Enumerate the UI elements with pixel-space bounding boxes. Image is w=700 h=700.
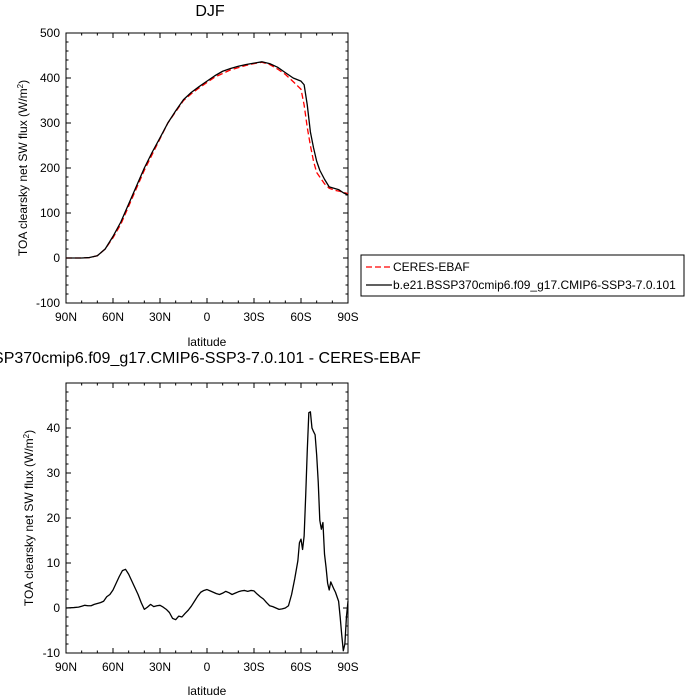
chart-bottom-plot-frame <box>65 382 349 654</box>
y-tick-label: 0 <box>53 251 60 265</box>
x-tick-label: 90S <box>337 660 358 674</box>
y-tick-label: -100 <box>36 296 60 310</box>
legend-label-model: b.e21.BSSP370cmip6.f09_g17.CMIP6-SSP3-7.… <box>393 278 676 292</box>
y-tick-label: 30 <box>47 466 61 480</box>
y-tick-label: 400 <box>40 71 60 85</box>
x-tick-label: 0 <box>204 310 211 324</box>
x-tick-label: 30N <box>149 660 171 674</box>
x-tick-label: 60S <box>290 310 311 324</box>
x-tick-label: 30N <box>149 310 171 324</box>
x-tick-label: 60N <box>102 660 124 674</box>
chart-top-plot-frame <box>65 32 349 304</box>
chart-top-y-ticks: -100 0 100 200 300 400 500 <box>36 26 348 310</box>
x-tick-label: 30S <box>243 660 264 674</box>
x-tick-label: 60N <box>102 310 124 324</box>
y-tick-label: 200 <box>40 161 60 175</box>
series-line-1 <box>66 61 349 259</box>
chart-top-y-axis-label: TOA clearsky net SW flux (W/m2) <box>16 80 30 256</box>
chart-bottom-x-ticks: 90N 60N 30N 0 30S 60S 90S <box>55 383 359 674</box>
chart-top: DJF 90N 60N 30N 0 30S 60S 90S -100 0 100 200 300 40… <box>16 3 685 349</box>
y-tick-label: 10 <box>47 556 61 570</box>
y-tick-label: 100 <box>40 206 60 220</box>
chart-top-lines <box>66 61 349 259</box>
x-tick-label: 90S <box>337 310 358 324</box>
y-tick-label: 20 <box>47 511 61 525</box>
x-tick-label: 30S <box>243 310 264 324</box>
x-tick-label: 90N <box>55 660 77 674</box>
chart-top-legend: CERES-EBAF b.e21.BSSP370cmip6.f09_g17.CM… <box>360 254 685 297</box>
chart-top-x-ticks: 90N 60N 30N 0 30S 60S 90S <box>55 33 359 324</box>
series-line-0 <box>66 61 349 259</box>
chart-bottom-title: b.e21.BSSP370cmip6.f09_g17.CMIP6-SSP3-7.… <box>0 350 421 367</box>
y-tick-label: 300 <box>40 116 60 130</box>
x-tick-label: 60S <box>290 660 311 674</box>
y-tick-label: 40 <box>47 421 61 435</box>
chart-bottom: b.e21.BSSP370cmip6.f09_g17.CMIP6-SSP3-7.… <box>0 350 421 698</box>
difference-line <box>65 411 349 652</box>
y-tick-label: 500 <box>40 26 60 40</box>
chart-bottom-y-axis-label: TOA clearsky net SW flux (W/m2) <box>22 430 36 606</box>
legend-label-ceres: CERES-EBAF <box>393 260 470 274</box>
legend-box <box>360 254 685 297</box>
y-tick-label: 0 <box>53 601 60 615</box>
chart-bottom-x-axis-label: latitude <box>188 684 227 698</box>
chart-bottom-lines <box>65 411 349 652</box>
chart-top-x-axis-label: latitude <box>188 335 227 349</box>
x-tick-label: 0 <box>204 660 211 674</box>
x-tick-label: 90N <box>55 310 77 324</box>
chart-top-title: DJF <box>195 3 225 20</box>
y-tick-label: -10 <box>43 646 61 660</box>
chart-bottom-y-ticks: -10 0 10 20 30 40 <box>43 382 348 660</box>
